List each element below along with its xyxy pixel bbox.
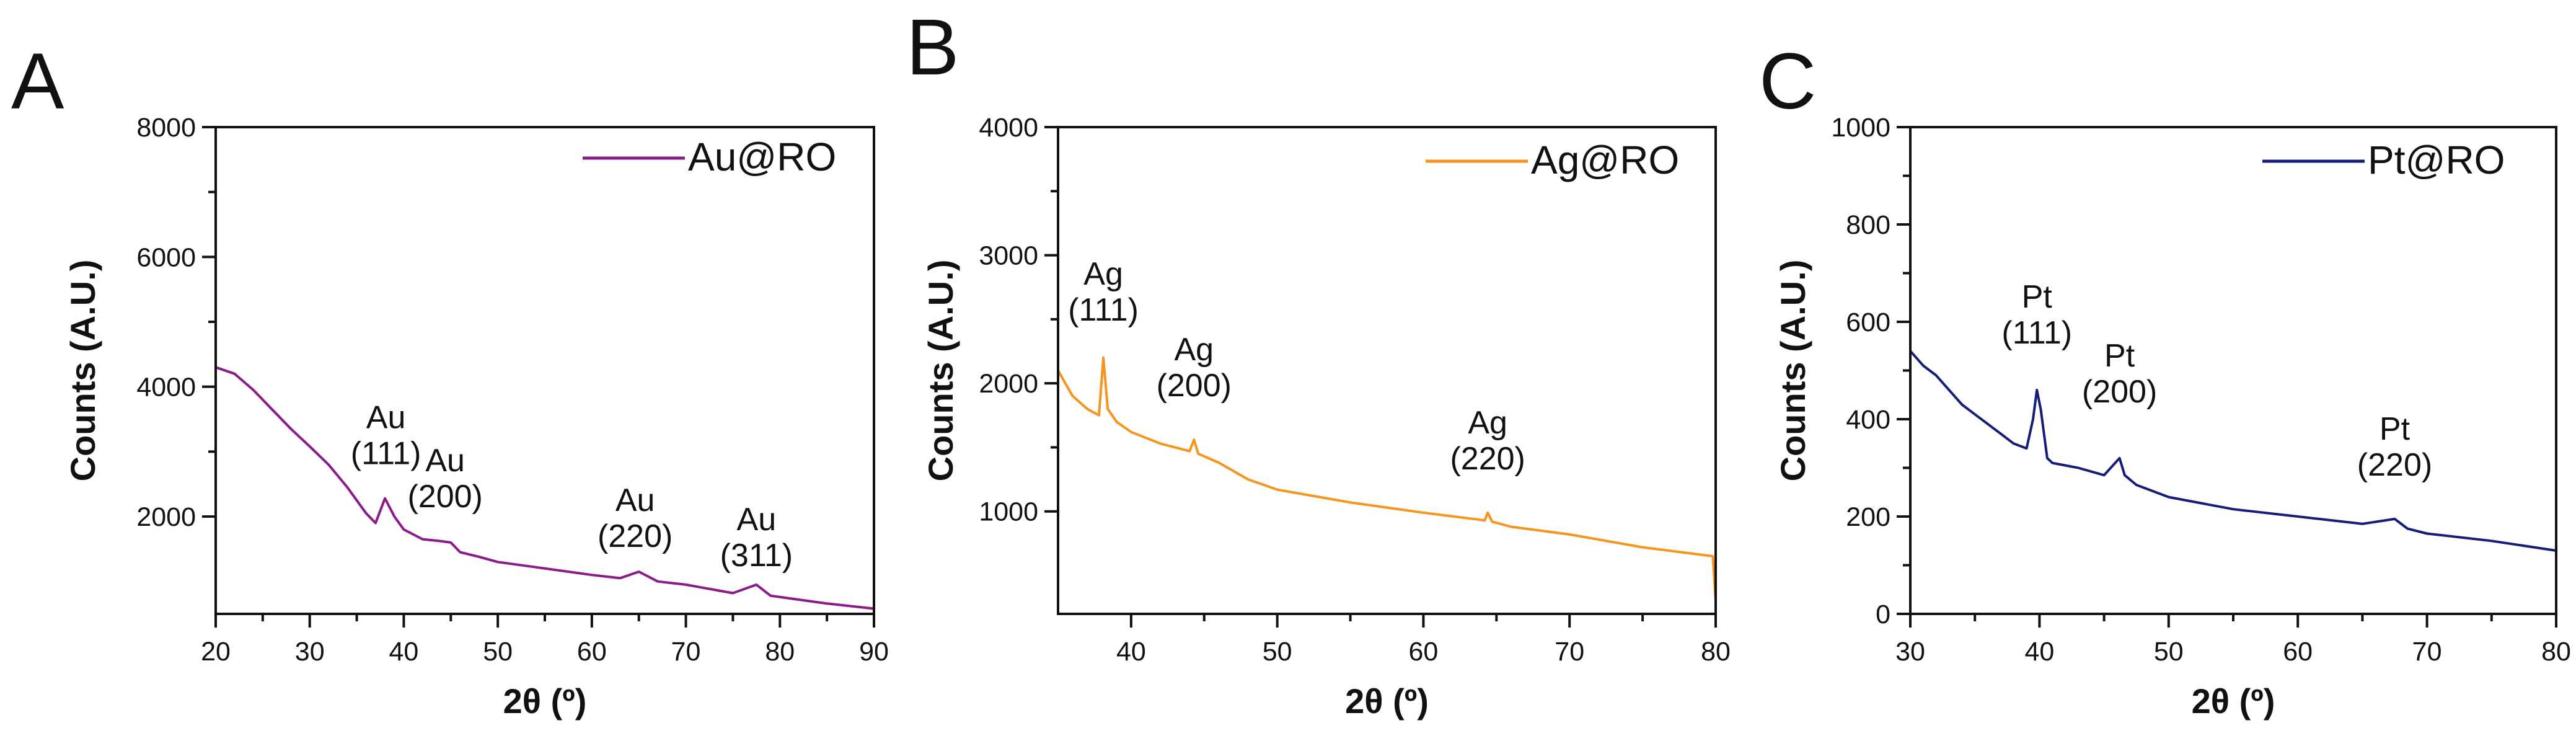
x-tick-label: 20: [201, 637, 231, 667]
panel-letter: B: [906, 3, 959, 92]
peak-label-plane: (111): [1068, 292, 1139, 328]
peak-label-plane: (200): [1157, 368, 1232, 404]
y-tick-label: 1000: [979, 497, 1038, 527]
peak-label-element: Ag: [1174, 332, 1214, 368]
x-tick-label: 40: [1116, 637, 1146, 667]
x-tick-label: 50: [483, 637, 513, 667]
y-axis-title: Counts (A.U.): [63, 260, 102, 482]
x-tick-label: 70: [671, 637, 701, 667]
peak-label-element: Pt: [2022, 279, 2053, 315]
x-tick-label: 80: [765, 637, 795, 667]
peak-label-plane: (200): [2082, 374, 2157, 410]
y-tick-label: 1000: [1831, 113, 1890, 143]
y-tick-label: 4000: [979, 113, 1038, 143]
peak-label-element: Au: [737, 502, 777, 538]
y-axis-title: Counts (A.U.): [921, 260, 960, 482]
x-tick-label: 30: [1895, 637, 1925, 667]
x-tick-label: 40: [389, 637, 419, 667]
y-tick-label: 2000: [136, 502, 196, 532]
legend-label: Au@RO: [688, 135, 836, 179]
peak-label-element: Au: [366, 400, 406, 436]
x-tick-label: 70: [1555, 637, 1584, 667]
peak-label-element: Pt: [2380, 411, 2411, 447]
peak-label-element: Pt: [2104, 338, 2135, 374]
legend-label: Pt@RO: [2368, 138, 2505, 182]
x-tick-label: 60: [577, 637, 607, 667]
y-tick-label: 600: [1846, 308, 1890, 337]
y-tick-label: 400: [1846, 405, 1890, 435]
peak-label-plane: (111): [351, 436, 421, 472]
peak-label-plane: (220): [2357, 447, 2432, 483]
x-tick-label: 80: [2541, 637, 2571, 667]
plot-frame: [1057, 126, 1717, 615]
x-tick-label: 30: [295, 637, 325, 667]
peak-label-plane: (111): [2001, 315, 2072, 351]
panel-b: B 40 50 60 70 80 1000 2000 3000 4000 2θ (º) Counts …: [906, 3, 1731, 721]
x-axis-title: 2θ (º): [1345, 681, 1429, 721]
peak-label-plane: (220): [598, 518, 673, 554]
x-axis-title: 2θ (º): [2192, 681, 2275, 721]
y-tick-label: 6000: [136, 242, 196, 272]
x-tick-label: 60: [2283, 637, 2313, 667]
y-tick-label: 200: [1846, 502, 1890, 532]
peak-label-plane: (220): [1450, 441, 1525, 477]
panel-letter: C: [1759, 37, 1816, 126]
y-tick-label: 4000: [136, 373, 196, 402]
x-tick-label: 90: [859, 637, 889, 667]
x-axis-title: 2θ (º): [503, 681, 587, 721]
y-tick-label: 2000: [979, 369, 1038, 399]
peak-label-element: Au: [615, 482, 655, 518]
panel-letter: A: [11, 37, 64, 126]
y-tick-label: 3000: [979, 241, 1038, 271]
x-tick-label: 50: [2154, 637, 2184, 667]
peak-label-element: Au: [425, 443, 465, 479]
y-tick-label: 8000: [136, 113, 196, 143]
y-axis-title: Counts (A.U.): [1773, 260, 1812, 482]
y-tick-label: 0: [1876, 600, 1890, 629]
x-tick-label: 40: [2024, 637, 2054, 667]
panel-a: A 20 30 40 50 60 70 80 90 2000 4000 6000 8000 2θ (º) C…: [11, 37, 889, 721]
plot-frame: [1909, 126, 2557, 615]
series-line-Au@RO: [215, 366, 875, 610]
peak-label-element: Ag: [1468, 405, 1507, 441]
peak-label-element: Ag: [1083, 256, 1123, 292]
series-line-Ag@RO: [1057, 356, 1717, 601]
x-tick-label: 70: [2412, 637, 2442, 667]
peak-label-plane: (200): [407, 479, 482, 515]
peak-label-plane: (311): [720, 538, 793, 574]
legend-label: Ag@RO: [1531, 138, 1679, 182]
series-line-Pt@RO: [1909, 350, 2557, 552]
x-tick-label: 50: [1263, 637, 1292, 667]
y-tick-label: 800: [1846, 210, 1890, 240]
x-tick-label: 60: [1409, 637, 1439, 667]
x-tick-label: 80: [1701, 637, 1731, 667]
